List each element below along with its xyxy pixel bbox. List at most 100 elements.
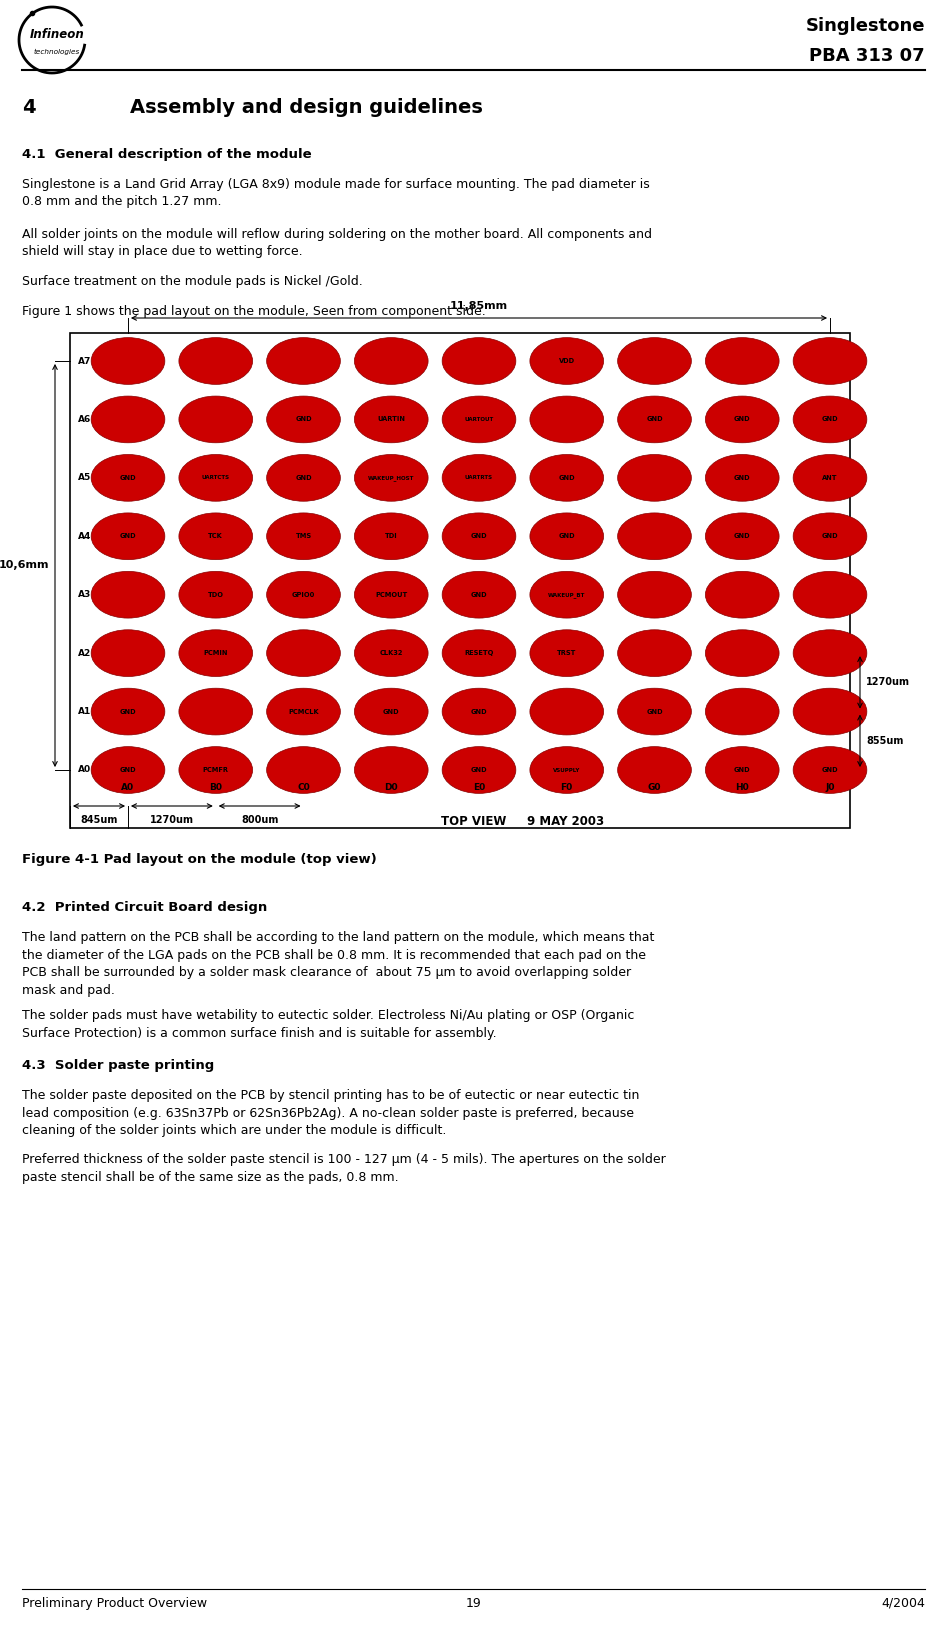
Ellipse shape xyxy=(617,338,691,385)
Text: 4.3  Solder paste printing: 4.3 Solder paste printing xyxy=(22,1059,214,1072)
Text: GND: GND xyxy=(559,533,575,539)
Ellipse shape xyxy=(267,454,340,502)
Ellipse shape xyxy=(706,513,779,559)
Ellipse shape xyxy=(354,688,428,734)
Text: UARTRTS: UARTRTS xyxy=(465,475,493,480)
Text: GND: GND xyxy=(734,767,751,774)
Text: TDI: TDI xyxy=(384,533,398,539)
Text: G0: G0 xyxy=(648,783,661,793)
Ellipse shape xyxy=(706,747,779,793)
Text: 11,85mm: 11,85mm xyxy=(450,302,508,311)
Ellipse shape xyxy=(179,338,253,385)
Ellipse shape xyxy=(354,629,428,677)
Text: UARTCTS: UARTCTS xyxy=(202,475,230,480)
Ellipse shape xyxy=(354,513,428,559)
Ellipse shape xyxy=(91,397,165,443)
Text: GND: GND xyxy=(734,416,751,423)
Ellipse shape xyxy=(706,688,779,734)
Text: TCK: TCK xyxy=(208,533,223,539)
Ellipse shape xyxy=(91,629,165,677)
Text: Figure 4-1 Pad layout on the module (top view): Figure 4-1 Pad layout on the module (top… xyxy=(22,852,377,865)
Text: WAKEUP_BT: WAKEUP_BT xyxy=(548,592,585,598)
Text: GND: GND xyxy=(822,416,838,423)
Text: GPIO0: GPIO0 xyxy=(292,592,315,598)
Ellipse shape xyxy=(442,572,516,618)
Text: PCMOUT: PCMOUT xyxy=(375,592,407,598)
Ellipse shape xyxy=(706,629,779,677)
Ellipse shape xyxy=(794,338,867,385)
Text: 4.2  Printed Circuit Board design: 4.2 Printed Circuit Board design xyxy=(22,901,267,915)
Ellipse shape xyxy=(794,572,867,618)
Ellipse shape xyxy=(530,338,603,385)
Ellipse shape xyxy=(267,688,340,734)
Text: GND: GND xyxy=(471,533,488,539)
Text: Singlestone is a Land Grid Array (LGA 8x9) module made for surface mounting. The: Singlestone is a Land Grid Array (LGA 8x… xyxy=(22,179,650,208)
Text: The land pattern on the PCB shall be according to the land pattern on the module: The land pattern on the PCB shall be acc… xyxy=(22,931,654,997)
Ellipse shape xyxy=(354,338,428,385)
Text: H0: H0 xyxy=(736,783,749,793)
Text: technologies: technologies xyxy=(34,49,80,56)
Ellipse shape xyxy=(267,572,340,618)
Text: PBA 313 07: PBA 313 07 xyxy=(810,48,925,66)
Ellipse shape xyxy=(179,688,253,734)
Ellipse shape xyxy=(530,629,603,677)
Text: TDO: TDO xyxy=(207,592,223,598)
Ellipse shape xyxy=(442,747,516,793)
Ellipse shape xyxy=(794,629,867,677)
Text: TOP VIEW     9 MAY 2003: TOP VIEW 9 MAY 2003 xyxy=(441,815,604,828)
Ellipse shape xyxy=(179,397,253,443)
Text: GND: GND xyxy=(471,592,488,598)
Text: J0: J0 xyxy=(825,783,834,793)
Text: PCMFR: PCMFR xyxy=(203,767,229,774)
Ellipse shape xyxy=(91,688,165,734)
Text: The solder pads must have wetability to eutectic solder. Electroless Ni/Au plati: The solder pads must have wetability to … xyxy=(22,1010,634,1039)
Text: Figure 1 shows the pad layout on the module, Seen from component side.: Figure 1 shows the pad layout on the mod… xyxy=(22,305,486,318)
Text: F0: F0 xyxy=(561,783,573,793)
Text: A2: A2 xyxy=(78,649,91,657)
Ellipse shape xyxy=(179,629,253,677)
Text: 4: 4 xyxy=(22,98,36,116)
Text: 4/2004: 4/2004 xyxy=(881,1596,925,1609)
Text: D0: D0 xyxy=(384,783,398,793)
Ellipse shape xyxy=(794,513,867,559)
Text: C0: C0 xyxy=(297,783,310,793)
Text: E0: E0 xyxy=(473,783,485,793)
Text: GND: GND xyxy=(734,475,751,480)
Ellipse shape xyxy=(179,454,253,502)
Text: Infineon: Infineon xyxy=(29,28,84,41)
Text: Assembly and design guidelines: Assembly and design guidelines xyxy=(130,98,483,116)
Text: GND: GND xyxy=(119,533,136,539)
Text: VDD: VDD xyxy=(559,357,575,364)
Text: GND: GND xyxy=(119,708,136,715)
Ellipse shape xyxy=(617,513,691,559)
Ellipse shape xyxy=(354,397,428,443)
Ellipse shape xyxy=(267,513,340,559)
Ellipse shape xyxy=(617,397,691,443)
Text: ANT: ANT xyxy=(822,475,838,480)
Text: Surface treatment on the module pads is Nickel /Gold.: Surface treatment on the module pads is … xyxy=(22,275,363,288)
Ellipse shape xyxy=(354,454,428,502)
Text: GND: GND xyxy=(822,533,838,539)
Ellipse shape xyxy=(354,747,428,793)
Text: GND: GND xyxy=(295,416,312,423)
Text: 19: 19 xyxy=(466,1596,481,1609)
Text: PCMCLK: PCMCLK xyxy=(288,708,319,715)
Ellipse shape xyxy=(617,688,691,734)
Ellipse shape xyxy=(617,454,691,502)
Text: UARTOUT: UARTOUT xyxy=(464,416,493,421)
Text: 855um: 855um xyxy=(866,736,903,746)
Text: GND: GND xyxy=(119,475,136,480)
Text: GND: GND xyxy=(559,475,575,480)
Ellipse shape xyxy=(530,397,603,443)
Text: VSUPPLY: VSUPPLY xyxy=(553,767,581,772)
Ellipse shape xyxy=(91,338,165,385)
Ellipse shape xyxy=(617,572,691,618)
Text: RESETQ: RESETQ xyxy=(464,651,493,656)
Ellipse shape xyxy=(91,572,165,618)
Ellipse shape xyxy=(706,454,779,502)
Ellipse shape xyxy=(179,572,253,618)
Text: A0: A0 xyxy=(78,765,91,775)
Ellipse shape xyxy=(354,572,428,618)
Text: GND: GND xyxy=(734,533,751,539)
Ellipse shape xyxy=(617,747,691,793)
